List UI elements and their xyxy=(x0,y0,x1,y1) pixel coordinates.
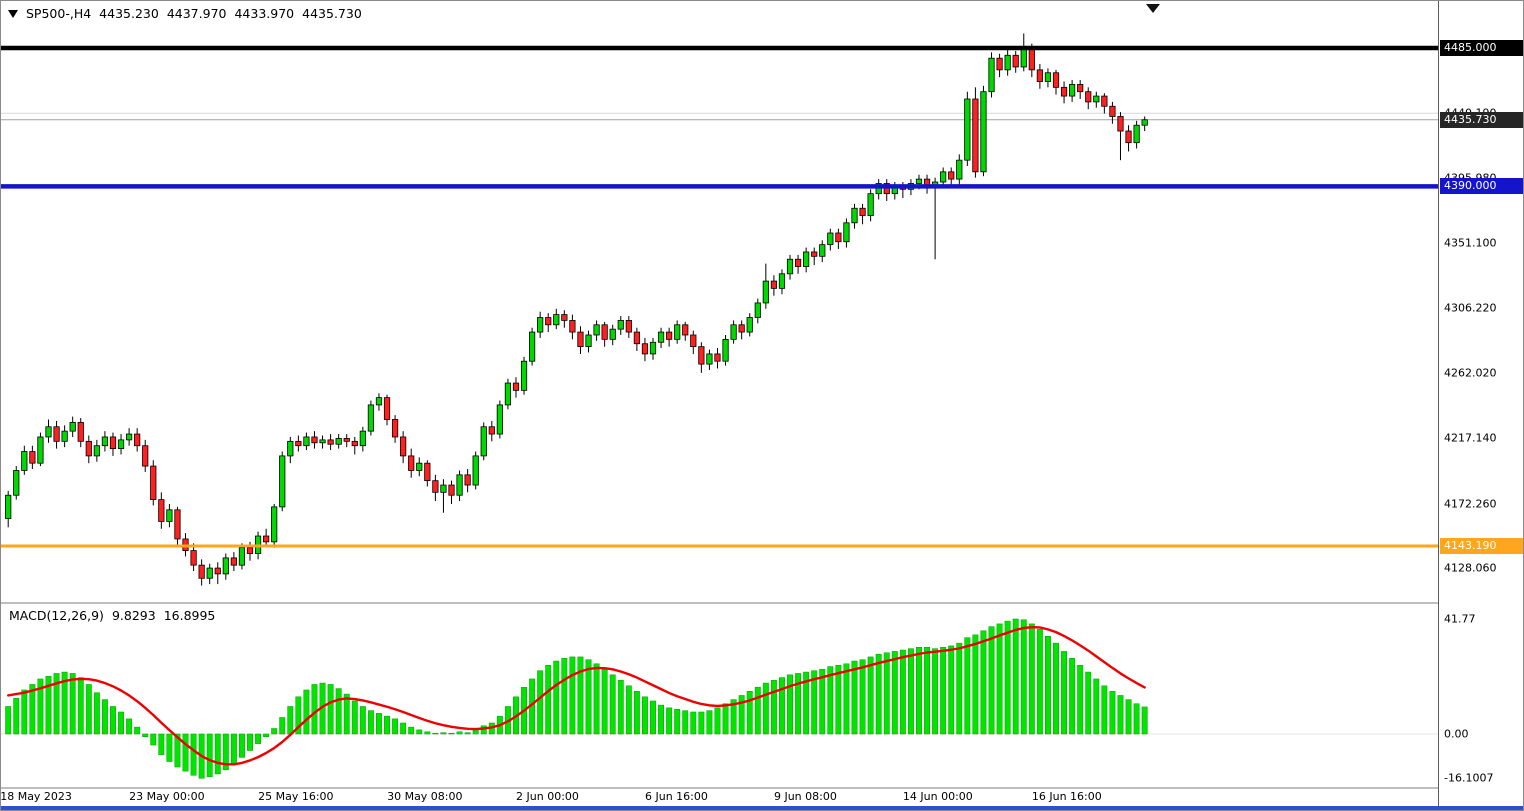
macd-header: MACD(12,26,9) 9.8293 16.8995 xyxy=(9,608,215,623)
chart-header: SP500-,H4 4435.230 4437.970 4433.970 443… xyxy=(8,6,362,21)
time-axis-label: 30 May 08:00 xyxy=(387,790,463,803)
price-tag: 4485.000 xyxy=(1440,40,1523,56)
macd-axis-label: 41.77 xyxy=(1444,612,1476,626)
chart-shift-icon[interactable] xyxy=(1146,4,1160,13)
main-chart-panel[interactable] xyxy=(1,1,1438,603)
window-bottom-border xyxy=(1,806,1523,810)
price-tag: 4390.000 xyxy=(1440,178,1523,195)
ohlc-close-value: 4435.730 xyxy=(302,6,362,21)
macd-axis-label: -16.1007 xyxy=(1444,771,1494,785)
time-axis-label: 2 Jun 00:00 xyxy=(516,790,579,803)
ohlc-open-value: 4435.230 xyxy=(99,6,159,21)
time-axis-label: 25 May 16:00 xyxy=(258,790,334,803)
time-axis-label: 16 Jun 16:00 xyxy=(1031,790,1102,803)
time-axis[interactable]: 18 May 2023 23 May 00:00 25 May 16:00 30 Ma… xyxy=(1,789,1438,806)
macd-axis-label: 0.00 xyxy=(1444,727,1469,741)
price-axis-label: 4128.060 xyxy=(1444,561,1497,575)
price-axis-label: 4262.020 xyxy=(1444,366,1497,380)
symbol-marker-icon xyxy=(8,9,18,18)
time-axis-label: 9 Jun 08:00 xyxy=(773,790,837,803)
price-axis-label: 4172.260 xyxy=(1444,497,1497,511)
price-axis[interactable]: 4440.1904395.9804351.1004306.2204262.020… xyxy=(1438,1,1523,806)
time-axis-label: 6 Jun 16:00 xyxy=(645,790,708,803)
macd-main-value: 9.8293 xyxy=(111,608,156,623)
price-tag: 4143.190 xyxy=(1440,537,1523,554)
candles-layer xyxy=(5,33,1148,586)
price-axis-label: 4351.100 xyxy=(1444,236,1497,250)
price-tag: 4435.730 xyxy=(1440,111,1523,128)
ohlc-low-value: 4433.970 xyxy=(234,6,295,21)
ohlc-high-value: 4437.970 xyxy=(166,6,227,21)
macd-panel[interactable] xyxy=(1,603,1438,788)
macd-signal-line xyxy=(6,625,1146,766)
macd-histogram-layer xyxy=(5,618,1148,779)
time-axis-label: 18 May 2023 xyxy=(0,790,72,803)
time-axis-label: 14 Jun 00:00 xyxy=(902,790,973,803)
price-axis-label: 4217.140 xyxy=(1444,431,1497,445)
price-axis-label: 4306.220 xyxy=(1444,301,1497,315)
macd-signal-value: 16.8995 xyxy=(163,608,216,623)
macd-indicator-label: MACD(12,26,9) xyxy=(9,608,104,623)
time-axis-label: 23 May 00:00 xyxy=(129,790,205,803)
symbol-period-label: SP500-,H4 xyxy=(26,6,92,21)
